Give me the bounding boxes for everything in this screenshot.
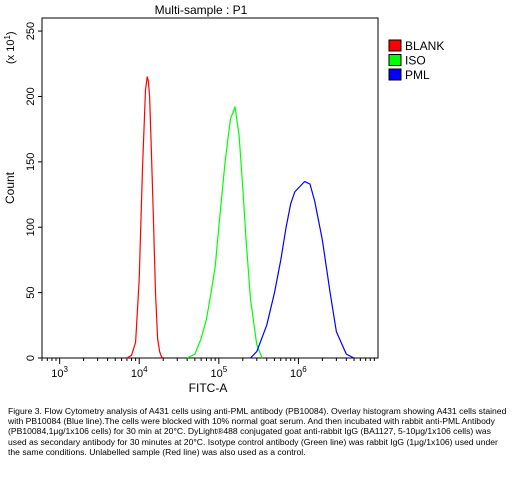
x-tick-label: 106 [290,365,307,380]
plot-frame [41,17,379,359]
y-tick-label: 50 [25,286,37,298]
y-tick-label: 150 [25,153,37,171]
y-multiplier-text: (x 10 [5,40,17,64]
x-tick-label: 104 [131,365,148,380]
chart-title: Multi-sample : P1 [155,3,248,17]
series-line-blank [126,76,164,359]
legend-label-blank: BLANK [405,39,444,53]
x-tick-label: 105 [210,365,227,380]
legend-label-pml: PML [405,68,430,82]
plot-area: 0 50 100 150 200 250 103 104 105 106 [25,17,379,380]
legend-label-iso: ISO [405,54,426,68]
legend-swatch-blank [388,39,402,52]
y-tick-label: 250 [25,22,37,40]
series-line-pml [250,180,355,359]
y-axis-label: Count [3,171,17,204]
x-tick-label: 103 [51,365,68,380]
y-tick-label: 100 [25,218,37,236]
legend-swatch-pml [388,68,402,81]
y-multiplier-close: ) [5,31,17,35]
y-multiplier-exponent: 1 [3,35,12,40]
flow-cytometry-histogram: Multi-sample : P1 (x 101) Count FITC-A 0… [3,3,444,395]
svg-text:(x 101): (x 101) [3,31,17,64]
y-tick-label: 200 [25,87,37,105]
series-line-iso [186,106,263,359]
figure-caption: Figure 3. Flow Cytometry analysis of A43… [8,406,507,457]
y-tick-label: 0 [25,355,37,361]
x-axis-label: FITC-A [189,381,228,395]
legend-swatch-iso [388,54,402,66]
y-multiplier-label: (x 101) [3,31,17,64]
